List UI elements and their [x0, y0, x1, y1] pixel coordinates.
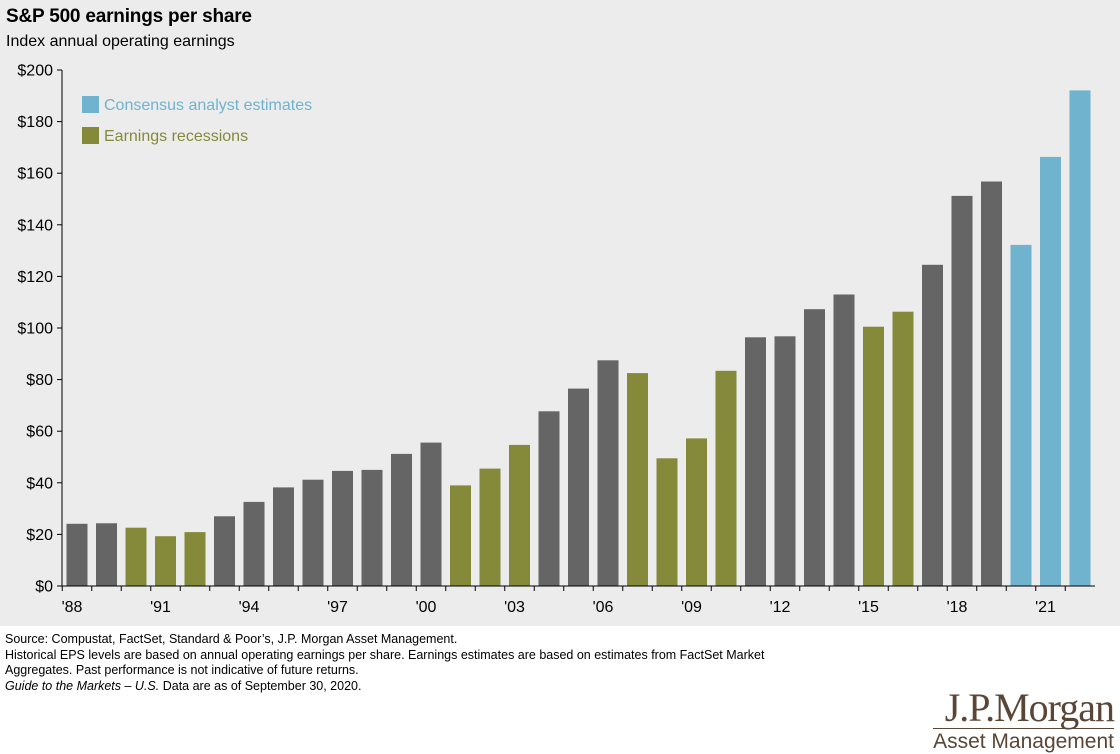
chart-panel: S&P 500 earnings per share Index annual … — [0, 0, 1120, 626]
logo-name: J.P.Morgan — [944, 685, 1115, 730]
legend-label: Consensus analyst estimates — [104, 97, 312, 114]
bar-2021 — [1040, 156, 1061, 586]
bar-1993 — [214, 516, 235, 586]
bar-2016 — [892, 311, 914, 586]
bar-2005 — [568, 388, 589, 586]
bar-2002 — [479, 468, 501, 586]
bar-2022 — [1069, 90, 1091, 587]
bar-2015 — [863, 326, 884, 586]
bar-2011 — [745, 337, 766, 586]
bar-2018 — [951, 195, 973, 586]
bar-2007 — [627, 373, 648, 586]
bar-2003 — [509, 444, 530, 586]
y-tick-label: $60 — [26, 424, 53, 441]
y-tick-label: $200 — [17, 63, 53, 80]
x-tick-label: '21 — [1035, 599, 1056, 616]
y-tick-label: $80 — [26, 372, 53, 389]
x-tick-label: '91 — [150, 599, 171, 616]
bar-1996 — [302, 479, 324, 586]
footnote-guide: Guide to the Markets – U.S. Data are as … — [5, 679, 865, 695]
y-tick-label: $140 — [17, 217, 53, 234]
bar-2001 — [450, 485, 471, 586]
guide-title: Guide to the Markets – U.S. — [5, 678, 160, 693]
bar-chart: $0 $20 $40 $60 $80 $100 $120 $140 $160 $180 $200 '8… — [17, 63, 1095, 616]
footnote-source: Source: Compustat, FactSet, Standard & P… — [5, 632, 458, 646]
x-tick-label: '88 — [62, 599, 83, 616]
x-tick-label: '06 — [593, 599, 614, 616]
bar-2004 — [538, 411, 560, 586]
footnotes: Source: Compustat, FactSet, Standard & P… — [5, 632, 865, 694]
chart-title: S&P 500 earnings per share — [6, 6, 252, 27]
bar-1994 — [243, 501, 265, 586]
bar-1997 — [332, 470, 353, 586]
y-tick-label: $180 — [17, 114, 53, 131]
bar-2010 — [715, 370, 737, 586]
bar-2008 — [656, 458, 678, 586]
logo-subtitle: Asset Management — [933, 728, 1114, 753]
x-tick-label: '12 — [770, 599, 791, 616]
bar-2013 — [804, 309, 825, 586]
bar-2017 — [922, 264, 943, 586]
y-tick-label: $120 — [17, 269, 53, 286]
bar-1991 — [155, 536, 176, 586]
x-tick-label: '15 — [858, 599, 879, 616]
bar-2006 — [597, 360, 619, 587]
bar-2009 — [686, 438, 707, 586]
y-tick-label: $40 — [26, 475, 53, 492]
x-tick-label: '94 — [239, 599, 260, 616]
x-tick-label: '03 — [504, 599, 525, 616]
x-tick-label: '00 — [416, 599, 437, 616]
guide-date: Data are as of September 30, 2020. — [159, 678, 362, 693]
bar-2020 — [1010, 244, 1032, 586]
y-tick-label: $160 — [17, 166, 53, 183]
bar-1990 — [125, 527, 147, 586]
bar-1998 — [361, 469, 383, 586]
bar-2000 — [420, 442, 442, 586]
footnote-disclaimer: Aggregates. Past performance is not indi… — [5, 663, 359, 678]
x-tick-label: '97 — [327, 599, 348, 616]
x-tick-label: '09 — [681, 599, 702, 616]
bar-1992 — [184, 532, 206, 586]
bar-2019 — [981, 181, 1002, 586]
jpmorgan-logo: J.P.Morgan Asset Management — [933, 685, 1115, 754]
bar-1995 — [273, 487, 294, 586]
legend-label: Earnings recessions — [104, 128, 248, 145]
footnote-methodology: Historical EPS levels are based on annua… — [5, 647, 765, 662]
bar-1988 — [66, 523, 88, 586]
legend-swatch — [82, 96, 99, 113]
bar-1989 — [96, 523, 117, 586]
legend-swatch — [82, 127, 99, 144]
x-tick-label: '18 — [947, 599, 968, 616]
bar-2014 — [833, 294, 855, 586]
y-tick-label: $100 — [17, 321, 53, 338]
y-tick-label: $20 — [26, 527, 53, 544]
bar-2012 — [774, 336, 796, 586]
bar-1999 — [391, 453, 412, 586]
chart-subtitle: Index annual operating earnings — [6, 33, 235, 50]
y-tick-label: $0 — [35, 579, 53, 596]
